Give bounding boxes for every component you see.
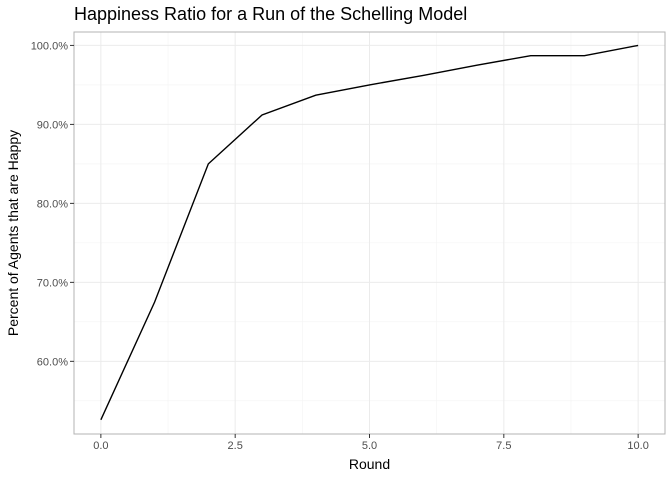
x-tick-label: 10.0 bbox=[627, 440, 648, 452]
series-line bbox=[100, 44, 639, 421]
x-axis: 0.0 2.5 5.0 7.5 10.0 bbox=[93, 434, 649, 452]
y-tick-label: 70.0% bbox=[37, 277, 68, 289]
series-group bbox=[100, 44, 639, 421]
y-tick-label: 80.0% bbox=[37, 198, 68, 210]
x-tick-label: 7.5 bbox=[496, 440, 511, 452]
y-tick-label: 100.0% bbox=[31, 40, 69, 52]
y-axis: 60.0% 70.0% 80.0% 90.0% 100.0% bbox=[31, 40, 74, 368]
x-tick-label: 5.0 bbox=[362, 440, 377, 452]
x-axis-title: Round bbox=[349, 456, 390, 472]
chart-title: Happiness Ratio for a Run of the Schelli… bbox=[74, 4, 467, 24]
y-tick-label: 60.0% bbox=[37, 356, 68, 368]
x-tick-label: 2.5 bbox=[228, 440, 243, 452]
grid bbox=[74, 32, 665, 434]
y-tick-label: 90.0% bbox=[37, 119, 68, 131]
y-axis-title: Percent of Agents that are Happy bbox=[5, 130, 21, 336]
x-tick-label: 0.0 bbox=[93, 440, 108, 452]
